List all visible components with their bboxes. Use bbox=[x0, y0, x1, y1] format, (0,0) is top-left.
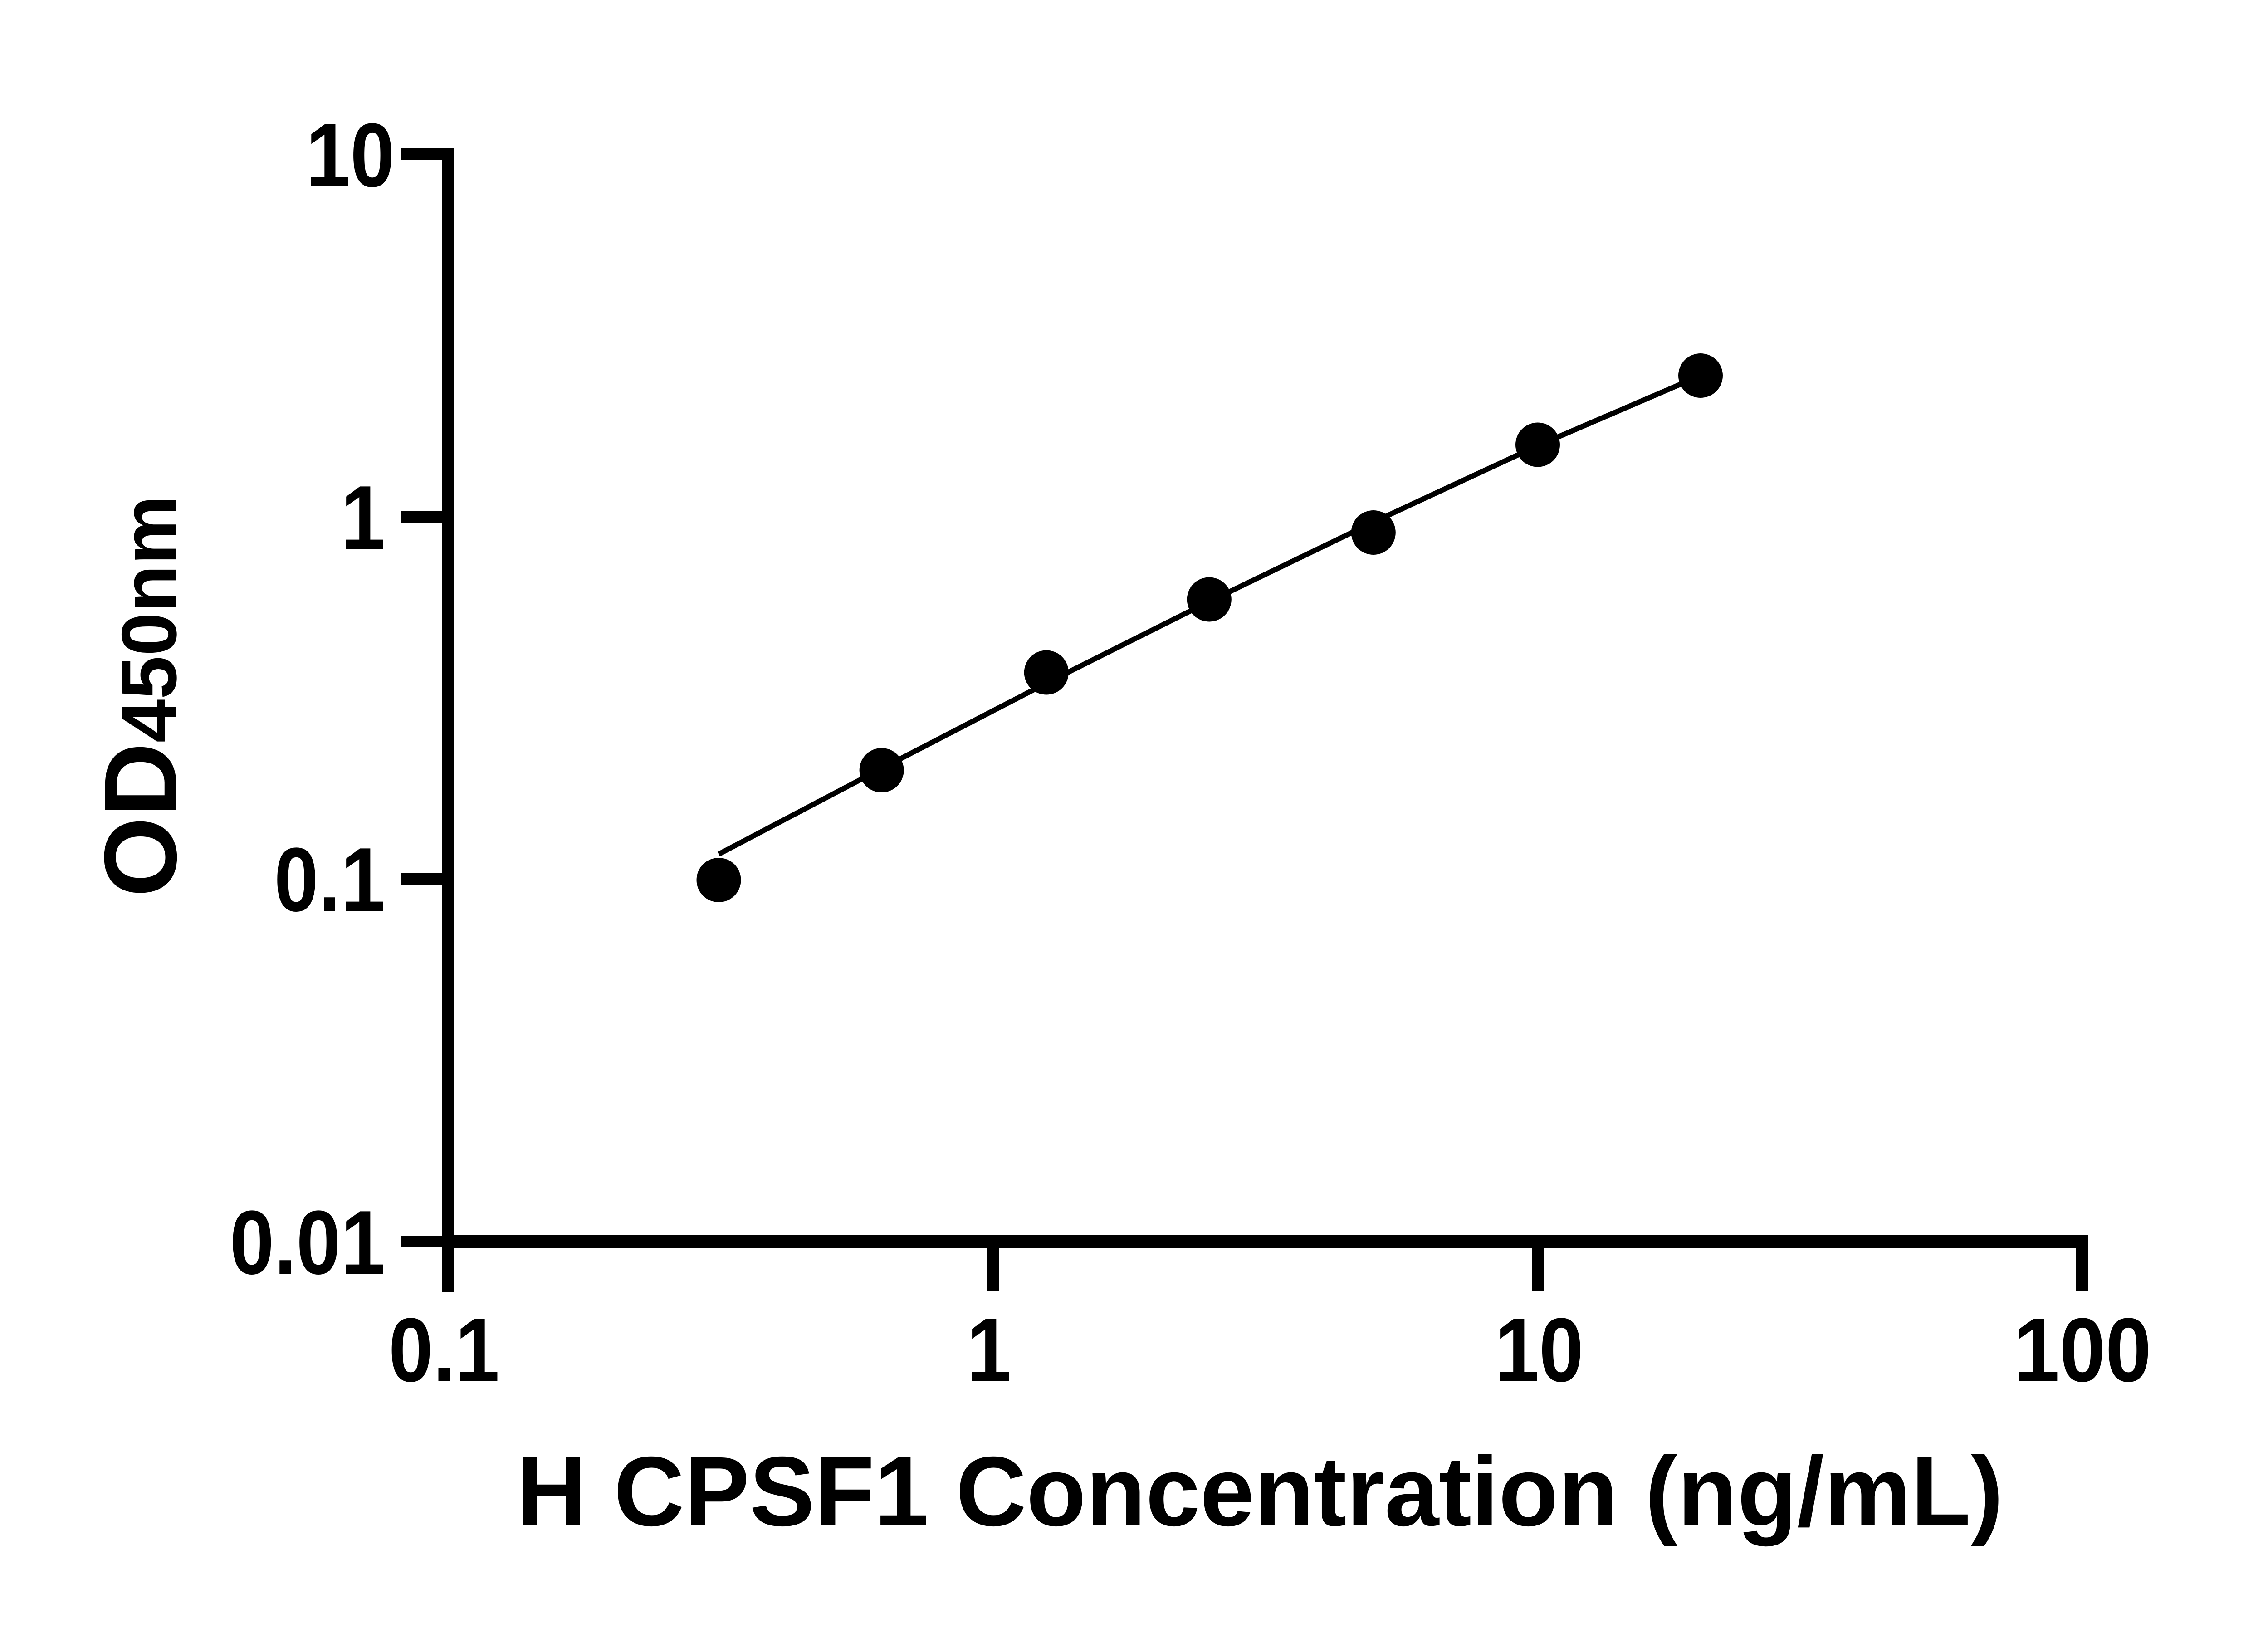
svg-text:10: 10 bbox=[306, 104, 395, 205]
svg-text:1: 1 bbox=[967, 1299, 1011, 1400]
svg-text:10: 10 bbox=[1495, 1299, 1584, 1400]
svg-text:0.01: 0.01 bbox=[230, 1191, 385, 1293]
svg-text:H CPSF1 Concentration (ng/mL): H CPSF1 Concentration (ng/mL) bbox=[516, 1436, 2003, 1546]
svg-text:0.1: 0.1 bbox=[274, 828, 385, 930]
svg-text:100: 100 bbox=[2014, 1299, 2151, 1401]
svg-text:OD450nm: OD450nm bbox=[83, 495, 198, 897]
svg-text:1: 1 bbox=[341, 466, 385, 568]
svg-text:0.1: 0.1 bbox=[389, 1299, 500, 1400]
